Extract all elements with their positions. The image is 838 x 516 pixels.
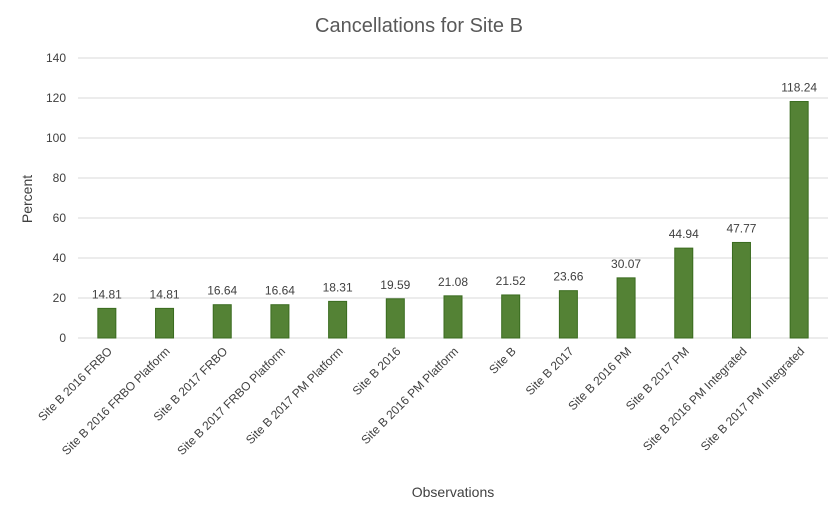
x-axis-title: Observations: [412, 484, 494, 500]
data-label: 14.81: [92, 287, 122, 301]
data-label: 16.64: [207, 284, 237, 298]
data-label: 21.52: [496, 274, 526, 288]
bar: [155, 307, 175, 339]
y-axis-ticks: 0 20 40 60 80 100 120 140: [46, 51, 66, 345]
bar: [558, 290, 578, 339]
bar: [270, 304, 290, 339]
data-label: 18.31: [323, 280, 353, 294]
bar: [443, 295, 463, 339]
y-tick-label: 40: [53, 251, 67, 265]
y-tick-label: 0: [59, 331, 66, 345]
y-tick-label: 20: [53, 291, 67, 305]
y-tick-label: 120: [46, 91, 66, 105]
chart-title: Cancellations for Site B: [315, 15, 523, 37]
x-category-label: Site B 2016 PM Integrated: [640, 344, 749, 453]
x-category-label: Site B 2016 PM Platform: [358, 344, 461, 447]
bar: [328, 300, 348, 339]
bar: [97, 307, 117, 339]
x-category-label: Site B: [486, 344, 519, 377]
bar: [212, 304, 232, 339]
data-label: 23.66: [553, 270, 583, 284]
x-category-label: Site B 2017: [523, 344, 577, 398]
bar: [501, 294, 521, 339]
data-label: 44.94: [669, 227, 699, 241]
data-label: 118.24: [781, 81, 817, 95]
data-labels: 14.81 14.81 16.64 16.64 18.31 19.59 21.08 21.52…: [92, 81, 818, 302]
data-label: 14.81: [150, 287, 180, 301]
data-label: 16.64: [265, 284, 295, 298]
y-tick-label: 60: [53, 211, 67, 225]
x-category-label: Site B 2017 PM Platform: [243, 344, 346, 447]
y-tick-label: 100: [46, 131, 66, 145]
data-label: 19.59: [380, 278, 410, 292]
data-label: 47.77: [726, 221, 756, 235]
y-tick-label: 140: [46, 51, 66, 65]
x-category-label: Site B 2016 FRBO Platform: [59, 344, 173, 458]
x-category-label: Site B 2017 PM Integrated: [698, 344, 807, 453]
bar: [789, 101, 809, 339]
bars: [97, 101, 809, 339]
bar: [731, 241, 751, 339]
bar: [674, 247, 694, 339]
data-label: 21.08: [438, 275, 468, 289]
gridlines: [78, 57, 828, 339]
data-label: 30.07: [611, 257, 641, 271]
y-axis-title: Percent: [19, 175, 35, 223]
y-tick-label: 80: [53, 171, 67, 185]
bar: [616, 277, 636, 339]
x-category-label: Site B 2017 FRBO Platform: [174, 344, 288, 458]
x-category-label: Site B 2016: [350, 344, 404, 398]
bar: [385, 298, 405, 339]
